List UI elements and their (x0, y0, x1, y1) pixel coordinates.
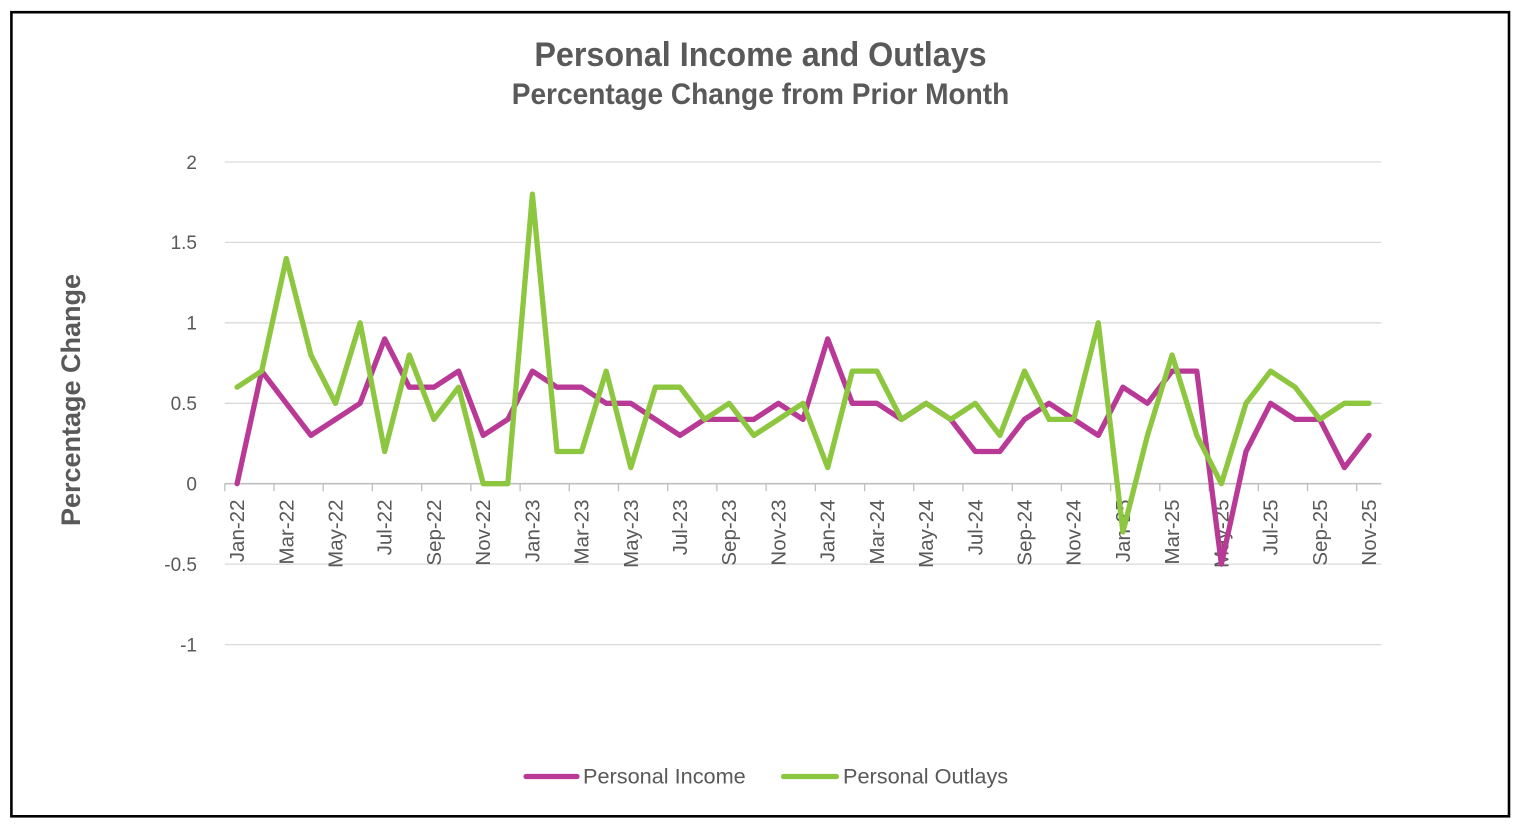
svg-text:Mar-25: Mar-25 (1161, 500, 1184, 565)
svg-text:Sep-25: Sep-25 (1309, 500, 1332, 566)
svg-text:-0.5: -0.5 (164, 555, 197, 576)
svg-text:May-22: May-22 (325, 500, 348, 568)
svg-text:Jul-22: Jul-22 (374, 500, 397, 556)
svg-text:0: 0 (186, 475, 197, 496)
svg-text:Jan-22: Jan-22 (226, 500, 249, 563)
svg-text:Jan-24: Jan-24 (817, 500, 840, 563)
svg-text:Personal Outlays: Personal Outlays (843, 764, 1008, 789)
svg-text:Mar-23: Mar-23 (571, 500, 594, 565)
svg-text:Nov-25: Nov-25 (1358, 500, 1381, 566)
svg-text:0.5: 0.5 (171, 394, 197, 415)
svg-text:Nov-22: Nov-22 (472, 500, 495, 566)
svg-text:May-23: May-23 (620, 500, 643, 568)
svg-text:-1: -1 (180, 635, 197, 656)
svg-text:Jul-24: Jul-24 (964, 500, 987, 556)
svg-text:May-24: May-24 (915, 500, 938, 568)
svg-text:Percentage Change: Percentage Change (56, 274, 86, 526)
svg-text:Jul-25: Jul-25 (1260, 500, 1283, 556)
svg-text:Mar-24: Mar-24 (866, 500, 889, 565)
svg-text:Percentage Change from Prior M: Percentage Change from Prior Month (512, 78, 1010, 111)
svg-text:Personal Income and Outlays: Personal Income and Outlays (534, 36, 986, 74)
svg-text:Jan-23: Jan-23 (521, 500, 544, 563)
svg-text:Sep-22: Sep-22 (423, 500, 446, 566)
svg-text:1.5: 1.5 (171, 233, 197, 254)
svg-text:Sep-24: Sep-24 (1014, 500, 1037, 566)
svg-text:Mar-22: Mar-22 (275, 500, 298, 565)
svg-text:Personal Income: Personal Income (583, 764, 746, 789)
svg-text:Jul-23: Jul-23 (669, 500, 692, 556)
svg-text:2: 2 (186, 153, 197, 174)
svg-text:1: 1 (186, 314, 197, 335)
svg-text:Nov-23: Nov-23 (767, 500, 790, 566)
svg-text:Nov-24: Nov-24 (1063, 500, 1086, 566)
svg-text:Sep-23: Sep-23 (718, 500, 741, 566)
